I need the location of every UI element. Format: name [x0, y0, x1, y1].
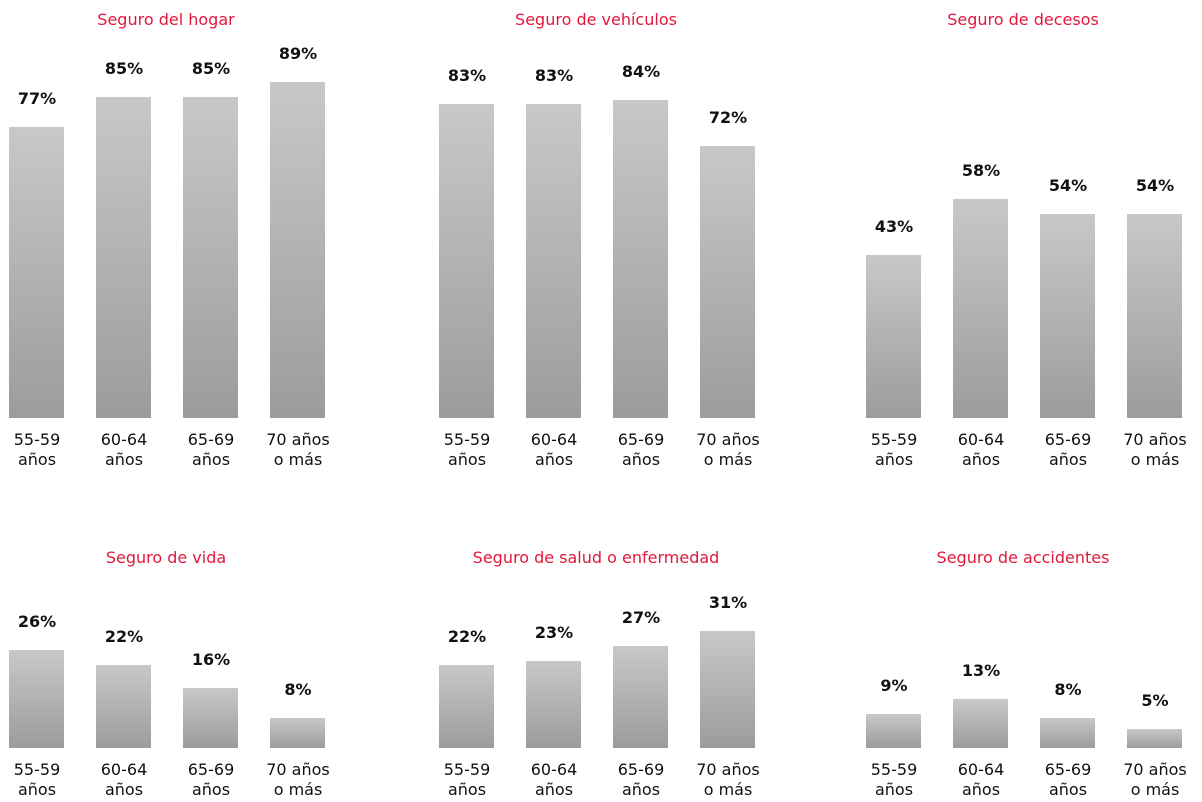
bar [866, 713, 921, 748]
bar [439, 664, 494, 748]
value-label: 89% [278, 43, 318, 63]
x-tick-label: 60-64 años [530, 760, 578, 799]
bar [953, 698, 1008, 748]
bar [526, 104, 581, 418]
x-tick-label: 60-64 años [100, 430, 148, 469]
value-label: 85% [191, 58, 231, 78]
value-label: 16% [191, 649, 231, 669]
value-label: 26% [17, 611, 57, 631]
x-tick-label: 70 años o más [1123, 760, 1187, 799]
bar [9, 126, 64, 418]
x-tick-label: 65-69 años [1044, 430, 1092, 469]
x-tick-label: 65-69 años [617, 760, 665, 799]
value-label: 83% [447, 66, 487, 86]
bar [96, 664, 151, 748]
bar [1127, 213, 1182, 418]
value-label: 31% [708, 592, 748, 612]
value-label: 58% [961, 160, 1001, 180]
bar [613, 645, 668, 748]
value-label: 54% [1135, 175, 1175, 195]
value-label: 9% [880, 675, 908, 695]
bar [866, 255, 921, 418]
x-tick-label: 60-64 años [957, 430, 1005, 469]
bar [1127, 729, 1182, 748]
x-tick-label: 60-64 años [100, 760, 148, 799]
chart-title: Seguro de accidentes [936, 548, 1110, 567]
x-tick-label: 55-59 años [870, 760, 918, 799]
chart-title: Seguro de vida [105, 548, 227, 567]
chart-title: Seguro del hogar [97, 10, 235, 29]
bar [700, 145, 755, 418]
x-tick-label: 70 años o más [1123, 430, 1187, 469]
value-label: 85% [104, 58, 144, 78]
value-label: 13% [961, 660, 1001, 680]
bar [526, 661, 581, 748]
value-label: 8% [1054, 679, 1082, 699]
x-tick-label: 70 años o más [266, 430, 330, 469]
chart-title: Seguro de decesos [947, 10, 1099, 29]
value-label: 8% [284, 679, 312, 699]
bar [96, 96, 151, 418]
x-tick-label: 55-59 años [870, 430, 918, 469]
value-label: 23% [534, 623, 574, 643]
x-tick-label: 55-59 años [13, 760, 61, 799]
chart-title: Seguro de salud o enfermedad [472, 548, 720, 567]
bar [183, 687, 238, 748]
value-label: 5% [1141, 691, 1169, 711]
value-label: 22% [104, 626, 144, 646]
value-label: 43% [874, 217, 914, 237]
x-tick-label: 70 años o más [266, 760, 330, 799]
value-label: 22% [447, 626, 487, 646]
bar [183, 96, 238, 418]
x-tick-label: 55-59 años [13, 430, 61, 469]
value-label: 77% [17, 88, 57, 108]
bar [270, 717, 325, 748]
value-label: 83% [534, 66, 574, 86]
chart-title: Seguro de vehículos [515, 10, 677, 29]
bar [1040, 213, 1095, 418]
value-label: 84% [621, 62, 661, 82]
x-tick-label: 55-59 años [443, 430, 491, 469]
x-tick-label: 60-64 años [957, 760, 1005, 799]
x-tick-label: 70 años o más [696, 760, 760, 799]
bar [700, 630, 755, 748]
x-tick-label: 65-69 años [187, 430, 235, 469]
x-tick-label: 55-59 años [443, 760, 491, 799]
value-label: 72% [708, 107, 748, 127]
value-label: 27% [621, 607, 661, 627]
x-tick-label: 65-69 años [617, 430, 665, 469]
bar [270, 81, 325, 418]
bar [613, 100, 668, 418]
value-label: 54% [1048, 175, 1088, 195]
x-tick-label: 70 años o más [696, 430, 760, 469]
bar [953, 198, 1008, 418]
x-tick-label: 65-69 años [1044, 760, 1092, 799]
bar [439, 104, 494, 418]
bar [9, 649, 64, 748]
x-tick-label: 65-69 años [187, 760, 235, 799]
bar [1040, 717, 1095, 748]
x-tick-label: 60-64 años [530, 430, 578, 469]
